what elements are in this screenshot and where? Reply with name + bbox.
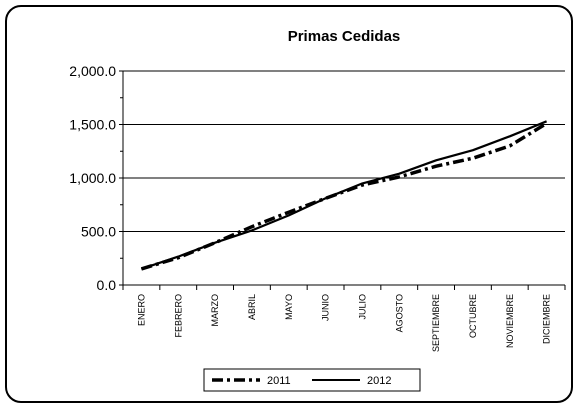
y-tick-label: 1,500.0: [69, 117, 116, 133]
x-tick-label: MAYO: [284, 294, 294, 320]
y-axis: 0.0 500.0 1,000.0 1,500.0 2,000.0: [69, 63, 123, 293]
y-tick-label: 2,000.0: [69, 63, 116, 79]
legend-label-2011: 2011: [267, 375, 291, 387]
legend: 2011 2012: [203, 368, 421, 392]
chart-title: Primas Cedidas: [288, 28, 401, 45]
series-lines: [140, 120, 548, 271]
x-tick-label: OCTUBRE: [468, 294, 478, 338]
y-tick-label: 500.0: [81, 224, 116, 240]
x-tick-label: SEPTIEMBRE: [431, 294, 441, 352]
series-line-2012: [141, 120, 548, 270]
x-tick-label: JULIO: [357, 294, 367, 320]
y-tick-label: 0.0: [97, 277, 117, 293]
x-tick-label: ABRIL: [247, 294, 257, 320]
x-tick-label: JUNIO: [321, 294, 331, 321]
y-tick-label: 1,000.0: [69, 170, 116, 186]
x-tick-label: ENERO: [136, 294, 146, 326]
x-tick-label: NOVIEMBRE: [505, 294, 515, 348]
x-axis: ENERO FEBRERO MARZO ABRIL MAYO JUNIO JULIO AGOS…: [122, 285, 566, 352]
x-tick-label: FEBRERO: [173, 294, 183, 338]
legend-label-2012: 2012: [367, 375, 391, 387]
x-tick-label: DICIEMBRE: [542, 294, 552, 344]
x-tick-label: AGOSTO: [394, 294, 404, 332]
x-tick-label: MARZO: [210, 294, 220, 327]
